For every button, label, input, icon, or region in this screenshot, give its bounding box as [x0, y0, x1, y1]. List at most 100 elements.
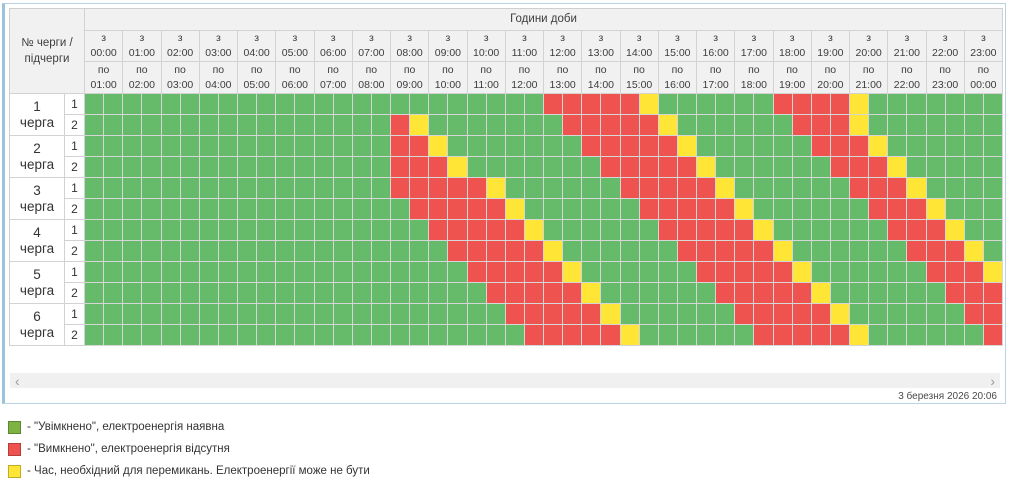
schedule-cell [735, 220, 755, 241]
hour-from-prefix: з [139, 32, 145, 45]
schedule-cell [639, 94, 659, 115]
hour-from-cell: з 18:00 [773, 31, 812, 62]
schedule-cell [773, 220, 793, 241]
schedule-cell [754, 157, 774, 178]
schedule-cell [486, 178, 506, 199]
hour-from-cell: з 11:00 [505, 31, 544, 62]
hour-to-prefix: по [174, 63, 186, 76]
schedule-cell [257, 304, 277, 325]
hour-to-time: 22:00 [893, 78, 921, 91]
schedule-cell [448, 241, 468, 262]
schedule-cell [142, 136, 162, 157]
schedule-cell [429, 199, 449, 220]
schedule-cell [677, 94, 697, 115]
schedule-cell [180, 115, 200, 136]
schedule-cell [104, 115, 124, 136]
schedule-cell [830, 220, 850, 241]
schedule-cell [104, 157, 124, 178]
queue-number: 2 [33, 140, 41, 156]
schedule-cell [180, 94, 200, 115]
schedule-cell [677, 199, 697, 220]
schedule-cell [658, 283, 678, 304]
subqueue-label: 2 [65, 115, 85, 136]
schedule-cell [448, 115, 468, 136]
schedule-cell [811, 115, 831, 136]
schedule-cell [888, 115, 908, 136]
schedule-cell [926, 115, 946, 136]
hour-from-time: 01:00 [128, 47, 156, 59]
hour-from-prefix: з [942, 32, 948, 45]
horizontal-scrollbar[interactable]: ‹ › [10, 373, 1000, 388]
schedule-cell [830, 94, 850, 115]
schedule-cell [658, 94, 678, 115]
schedule-cell [142, 178, 162, 199]
schedule-cell [754, 220, 774, 241]
hour-to-time: 03:00 [166, 78, 194, 91]
queue-label: 4 черга [10, 220, 65, 262]
schedule-cell [620, 94, 640, 115]
scroll-right-icon[interactable]: › [990, 372, 995, 389]
schedule-cell [716, 304, 736, 325]
schedule-cell [716, 241, 736, 262]
schedule-cell [180, 241, 200, 262]
schedule-cell [524, 262, 544, 283]
schedule-cell [276, 157, 296, 178]
hour-to-prefix: по [595, 63, 607, 76]
schedule-cell [582, 262, 602, 283]
schedule-cell [773, 283, 793, 304]
schedule-cell [792, 157, 812, 178]
hour-to-prefix: по [556, 63, 569, 76]
schedule-cell [639, 157, 659, 178]
schedule-cell [505, 262, 525, 283]
schedule-cell [391, 325, 411, 346]
hour-to-prefix: по [939, 63, 951, 76]
schedule-cell [735, 304, 755, 325]
schedule-cell [850, 325, 870, 346]
schedule-panel: № черги / підчерги Години доби з 00:00 по 01:… [2, 3, 1006, 404]
schedule-cell [161, 283, 181, 304]
schedule-cell [142, 199, 162, 220]
schedule-cell [582, 115, 602, 136]
schedule-cell [601, 178, 621, 199]
schedule-cell [238, 157, 258, 178]
schedule-cell [218, 325, 238, 346]
schedule-cell [964, 136, 984, 157]
schedule-cell [486, 199, 506, 220]
schedule-cell [467, 157, 487, 178]
schedule-cell [639, 199, 659, 220]
hour-to-time: 23:00 [931, 78, 959, 91]
schedule-cell [945, 304, 965, 325]
schedule-cell [544, 304, 564, 325]
schedule-cell [238, 115, 258, 136]
hour-to-cell: по 23:00 [926, 62, 965, 94]
schedule-cell [410, 304, 430, 325]
timestamp: 3 березня 2026 20:06 [898, 391, 997, 402]
schedule-cell [199, 136, 219, 157]
schedule-cell [601, 157, 621, 178]
hour-from-cell: з 02:00 [161, 31, 200, 62]
schedule-cell [544, 283, 564, 304]
schedule-cell [735, 136, 755, 157]
schedule-cell [735, 115, 755, 136]
queue-word: черга [19, 114, 55, 130]
schedule-cell [850, 241, 870, 262]
schedule-cell [352, 241, 372, 262]
scroll-left-icon[interactable]: ‹ [15, 372, 20, 389]
schedule-cell [907, 136, 927, 157]
schedule-cell [467, 241, 487, 262]
hour-to-time: 10:00 [434, 78, 462, 91]
schedule-cell [333, 304, 353, 325]
schedule-cell [869, 325, 889, 346]
subqueue-label: 1 [65, 220, 85, 241]
schedule-cell [601, 220, 621, 241]
hour-from-cell: з 10:00 [467, 31, 506, 62]
schedule-cell [677, 136, 697, 157]
schedule-cell [983, 178, 1003, 199]
hour-to-time: 14:00 [587, 78, 615, 91]
schedule-cell [371, 304, 391, 325]
schedule-cell [123, 94, 143, 115]
schedule-cell [792, 325, 812, 346]
schedule-cell [850, 157, 870, 178]
schedule-cell [85, 157, 105, 178]
schedule-cell [907, 157, 927, 178]
